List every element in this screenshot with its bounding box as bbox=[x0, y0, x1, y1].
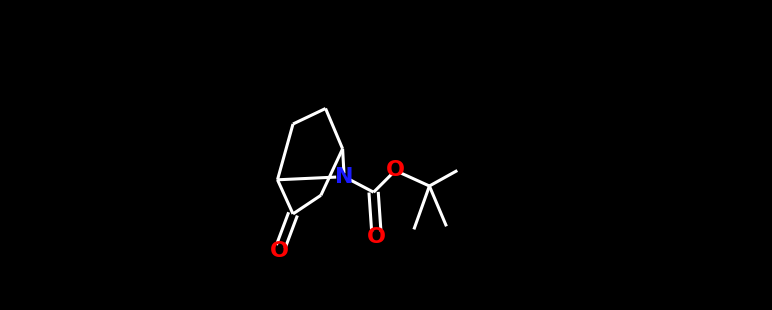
Text: O: O bbox=[386, 161, 405, 180]
Text: O: O bbox=[367, 227, 386, 247]
Text: N: N bbox=[335, 167, 354, 187]
Text: O: O bbox=[269, 241, 289, 261]
